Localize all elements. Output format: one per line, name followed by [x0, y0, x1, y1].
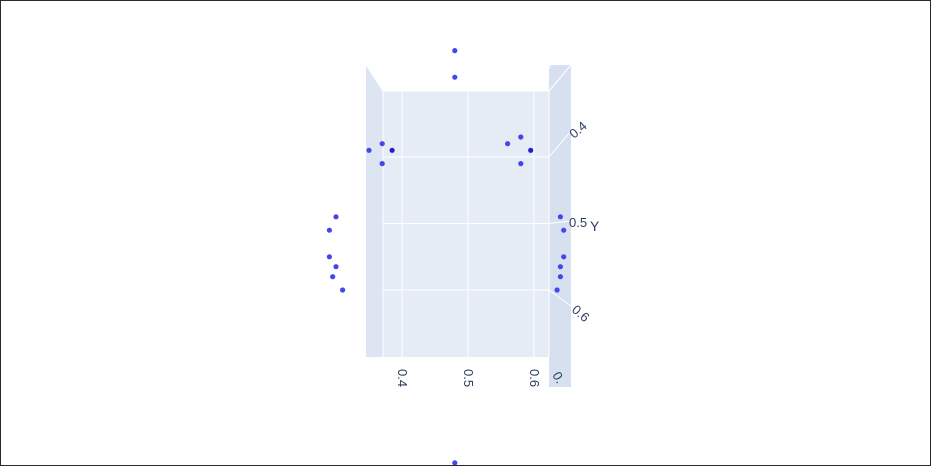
x-tick-1: 0.4: [395, 369, 410, 387]
data-point-20[interactable]: [557, 264, 564, 270]
data-point-17[interactable]: [557, 214, 564, 220]
data-point-18[interactable]: [561, 227, 567, 233]
data-point-5[interactable]: [389, 147, 395, 153]
grid-lines: [365, 64, 572, 357]
data-point-14[interactable]: [333, 264, 339, 270]
grid-right-h3: [548, 289, 572, 307]
data-point-6[interactable]: [379, 161, 385, 167]
grid-right-diag: [548, 64, 572, 92]
data-point-8[interactable]: [505, 141, 511, 147]
data-point-10[interactable]: [518, 161, 524, 167]
data-point-21[interactable]: [557, 274, 564, 280]
y-axis-title: Y: [590, 218, 600, 234]
data-point-16[interactable]: [340, 287, 346, 293]
grid-right-h1: [548, 130, 572, 158]
x-tick-2: 0.5: [461, 369, 476, 387]
pane-right: [549, 65, 571, 387]
data-point-1[interactable]: [452, 48, 458, 54]
pane-left: [366, 65, 383, 357]
data-point-22[interactable]: [554, 287, 560, 293]
data-point-7[interactable]: [518, 134, 524, 140]
grid-left-diag: [365, 64, 384, 92]
data-point-12[interactable]: [326, 227, 332, 233]
data-point-23[interactable]: [452, 460, 458, 465]
grid-right-h2: [548, 220, 572, 224]
data-point-2[interactable]: [452, 74, 458, 80]
data-point-19[interactable]: [561, 254, 567, 260]
data-point-4[interactable]: [366, 147, 372, 153]
data-point-11[interactable]: [333, 214, 339, 220]
grid-top-diag-1: [388, 64, 403, 92]
data-point-3[interactable]: [379, 141, 385, 147]
y-tick-2: 0.5: [569, 215, 587, 230]
data-point-15[interactable]: [330, 274, 336, 280]
x-tick-3: 0.6: [527, 369, 542, 387]
data-point-9[interactable]: [528, 147, 534, 153]
data-point-13[interactable]: [326, 254, 332, 260]
y-tick-3: 0.6: [569, 302, 592, 325]
grid-top-diag-2: [533, 64, 552, 92]
data-points[interactable]: [326, 48, 567, 465]
